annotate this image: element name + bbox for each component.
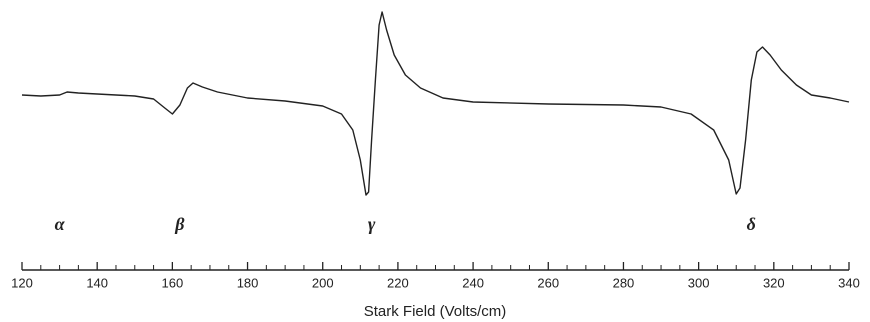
x-tick-label: 340 (838, 275, 860, 290)
x-tick-label: 220 (387, 275, 409, 290)
annotation: β (174, 214, 185, 234)
x-tick-label: 120 (11, 275, 33, 290)
x-tick-label: 300 (688, 275, 710, 290)
x-tick-label: 200 (312, 275, 334, 290)
annotation: δ (747, 214, 756, 234)
x-tick-label: 240 (462, 275, 484, 290)
x-tick-label: 280 (613, 275, 635, 290)
x-tick-label: 140 (86, 275, 108, 290)
annotation: α (55, 214, 66, 234)
x-tick-label: 160 (162, 275, 184, 290)
annotation: γ (368, 214, 376, 234)
x-tick-label: 320 (763, 275, 785, 290)
x-tick-label: 260 (537, 275, 559, 290)
spectrum-line (21, 11, 850, 196)
x-tick-label: 180 (237, 275, 259, 290)
x-axis-label: Stark Field (Volts/cm) (364, 303, 507, 320)
